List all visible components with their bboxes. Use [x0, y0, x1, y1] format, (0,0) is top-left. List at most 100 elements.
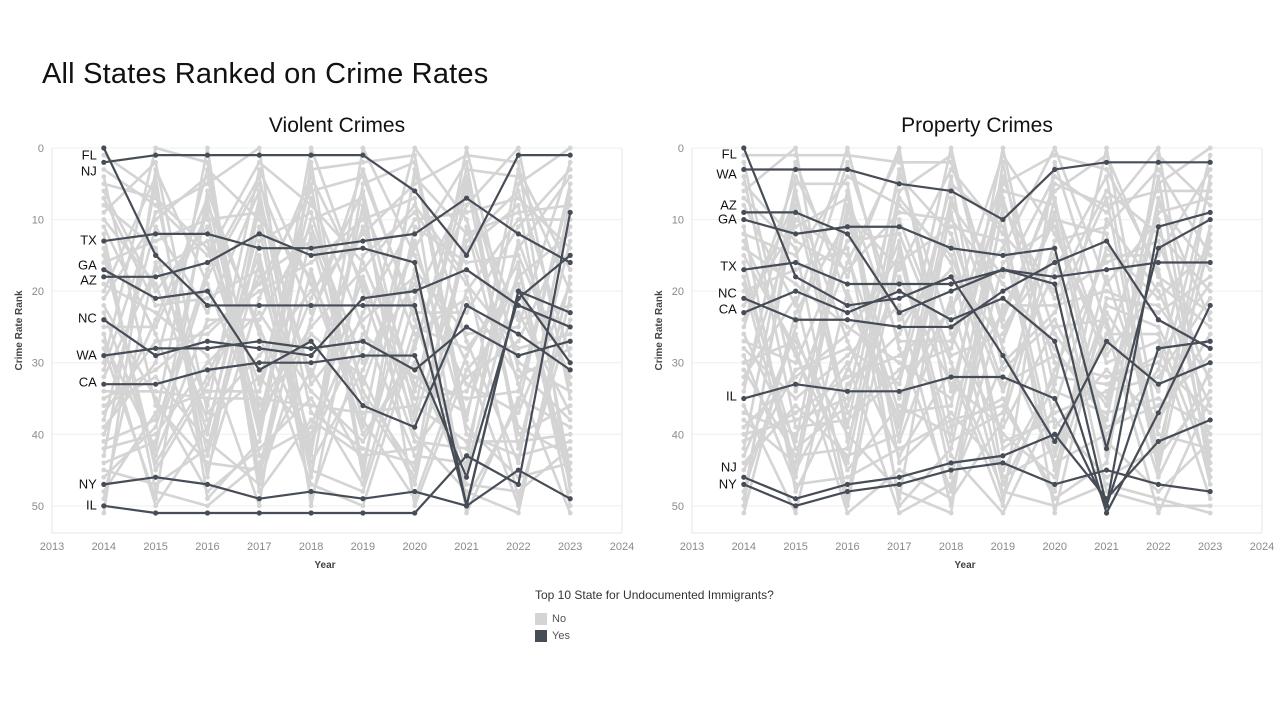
background-point	[205, 381, 210, 387]
background-point	[896, 145, 902, 151]
background-point	[1207, 453, 1213, 459]
background-point	[153, 288, 159, 294]
background-point	[308, 424, 314, 430]
x-tick-label: 2024	[1250, 541, 1274, 553]
background-point	[412, 317, 418, 323]
data-point-ny	[101, 481, 107, 487]
series-line-nj	[743, 418, 1211, 500]
state-label-az: AZ	[80, 273, 97, 288]
state-label-ny: NY	[719, 477, 737, 492]
background-point	[1207, 252, 1213, 258]
y-tick-label: 0	[678, 143, 684, 155]
data-point-wa	[1207, 159, 1213, 165]
property-crimes-chart: Property Crimes 0 10 20 30 40 50 2013 2014 2015 20…	[654, 114, 1274, 571]
background-point	[948, 496, 954, 502]
background-point	[412, 374, 418, 380]
data-point-wa	[1155, 159, 1161, 165]
background-point	[153, 210, 159, 215]
background-point	[1104, 360, 1109, 366]
data-point-wa	[1103, 159, 1110, 165]
background-point	[464, 202, 469, 208]
background-point	[464, 439, 469, 444]
background-point	[153, 424, 159, 430]
violent-crimes-chart: Violent Crimes 0 10 20 30 40 50 2013 2014 2015 201…	[14, 114, 634, 571]
background-point	[515, 439, 521, 444]
background-point	[256, 431, 262, 437]
background-point	[412, 238, 418, 244]
data-point-tx	[741, 267, 747, 273]
background-point	[741, 188, 747, 194]
data-point-ca	[256, 360, 262, 366]
background-point	[308, 260, 314, 265]
data-point-ca	[101, 381, 107, 387]
state-label-nc: NC	[78, 311, 97, 326]
data-point-nc	[1000, 288, 1006, 294]
data-point-az	[896, 310, 902, 316]
background-point	[515, 388, 521, 394]
background-point	[896, 496, 902, 502]
background-point	[567, 446, 573, 451]
background-point	[567, 353, 573, 358]
background-point	[1104, 195, 1109, 201]
background-point	[256, 353, 262, 358]
x-tick-label: 2024	[610, 541, 634, 553]
background-point	[308, 417, 314, 423]
data-point-ny	[204, 481, 211, 487]
data-point-ny	[741, 481, 747, 487]
background-point	[412, 195, 418, 201]
x-tick-label: 2019	[351, 541, 375, 553]
background-point	[567, 295, 573, 301]
background-point	[412, 338, 418, 344]
background-point	[205, 324, 210, 330]
background-point	[205, 217, 210, 222]
background-point	[793, 281, 799, 287]
data-point-fl	[412, 302, 418, 309]
background-point	[1207, 188, 1213, 194]
background-point	[101, 217, 107, 222]
data-point-ca	[153, 381, 159, 387]
background-point	[741, 202, 747, 208]
data-point-az	[204, 259, 211, 266]
background-point	[256, 324, 262, 330]
background-point	[1052, 410, 1058, 416]
background-point	[741, 388, 747, 394]
data-point-az	[308, 252, 314, 258]
background-point	[1207, 353, 1213, 358]
background-point	[896, 510, 902, 516]
legend-swatch-no	[535, 612, 547, 625]
data-point-il	[204, 510, 211, 516]
background-point	[205, 310, 210, 316]
background-point	[205, 195, 210, 201]
legend-item-no[interactable]: No	[535, 610, 774, 627]
background-point	[896, 381, 902, 387]
data-point-nc	[256, 345, 262, 351]
background-point	[1155, 489, 1161, 494]
background-point	[101, 496, 107, 502]
legend-item-yes[interactable]: Yes	[535, 627, 774, 644]
background-point	[308, 224, 314, 230]
data-point-ca	[463, 474, 470, 480]
data-point-ny	[256, 496, 262, 502]
x-tick-label: 2016	[835, 541, 859, 553]
data-point-il	[360, 510, 366, 516]
background-point	[793, 331, 799, 337]
background-point	[153, 460, 159, 466]
background-point	[1104, 288, 1109, 294]
background-point	[101, 453, 107, 459]
background-point	[1207, 496, 1213, 502]
background-point	[256, 439, 262, 444]
background-point	[412, 281, 418, 287]
data-point-tx	[153, 231, 159, 237]
data-point-az	[844, 231, 851, 237]
background-point	[896, 188, 902, 194]
data-point-tx	[1155, 259, 1161, 266]
background-point	[896, 345, 902, 351]
background-point	[1052, 310, 1058, 316]
background-point	[153, 367, 159, 373]
background-point	[308, 274, 314, 280]
background-point	[845, 338, 850, 344]
background-point	[1104, 431, 1109, 437]
background-point	[1052, 202, 1058, 208]
data-point-nc	[567, 324, 573, 330]
background-point	[741, 338, 747, 344]
